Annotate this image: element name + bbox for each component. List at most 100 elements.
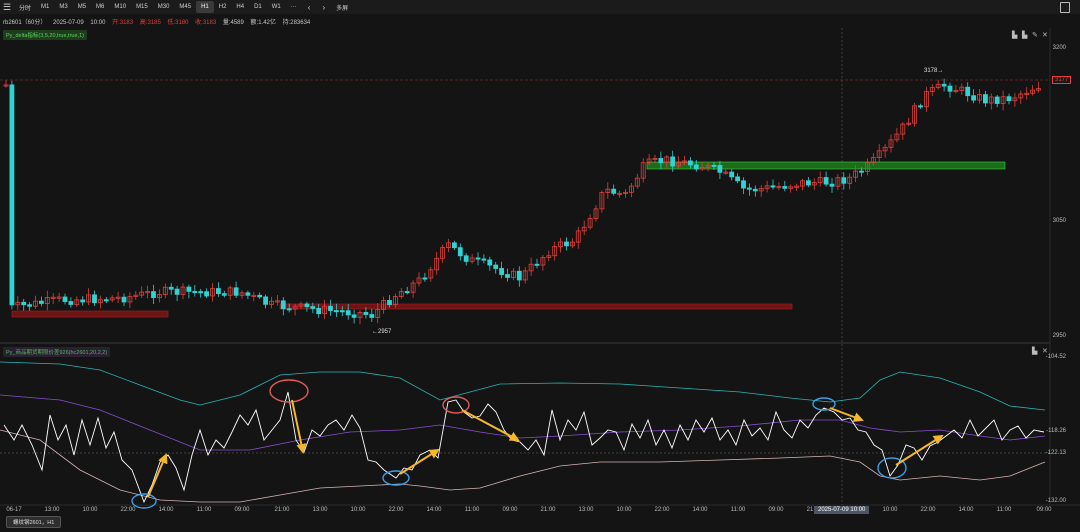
candle-body: [210, 288, 215, 297]
candle-body: [935, 83, 941, 88]
candle-body: [758, 187, 764, 192]
low-circle-marker: [382, 470, 410, 486]
tab-timeframe-m6[interactable]: M6: [96, 4, 105, 10]
close-value: 收:3183: [195, 20, 217, 26]
main-indicator-label[interactable]: Py_delta指标(3,5,20,true,true,1): [3, 30, 87, 40]
sub-bar-chart-icon[interactable]: ▙: [1032, 348, 1038, 355]
tab-timeframe-m30[interactable]: M30: [157, 4, 170, 10]
multi-screen-button[interactable]: 多屏: [336, 5, 349, 12]
candle-body: [39, 300, 44, 304]
close-icon[interactable]: ✕: [1042, 32, 1048, 39]
candle-body: [670, 156, 676, 167]
x-axis-tick: 10:00: [82, 507, 98, 513]
candle-body: [534, 263, 540, 266]
tab-timeframe-m15[interactable]: M15: [136, 4, 148, 10]
sub-close-icon[interactable]: ✕: [1042, 348, 1048, 355]
annotation-arrow: [291, 399, 307, 454]
chevron-left-icon[interactable]: ‹: [307, 2, 311, 12]
tab-timeframe-m10[interactable]: M10: [114, 4, 127, 10]
sub-indicator-label[interactable]: Py_商品期货期限价差926(hc2601,20,2,2): [3, 347, 111, 357]
more-timeframes-button[interactable]: ···: [290, 4, 297, 10]
candle-body: [717, 165, 723, 173]
edit-icon[interactable]: ✎: [1032, 32, 1038, 39]
upper-band-line: [0, 361, 1046, 411]
tab-timeframe-h1[interactable]: H1: [196, 1, 214, 13]
tab-timeframe-m3[interactable]: M3: [59, 4, 68, 10]
candle-body: [375, 309, 381, 318]
chart-settings-icon[interactable]: ▙: [1022, 32, 1028, 39]
candle-body: [451, 242, 457, 249]
candle-body: [735, 176, 740, 182]
candle-body: [959, 86, 965, 91]
candle-body: [27, 304, 33, 307]
x-axis-tick: 09:00: [1036, 507, 1052, 513]
candle-body: [593, 208, 599, 219]
candle-body: [764, 185, 770, 189]
candle-body: [575, 230, 581, 243]
candle-body: [865, 162, 870, 172]
tab-timeframe-m5[interactable]: M5: [77, 4, 87, 10]
candle-body: [823, 177, 829, 185]
candle-body: [723, 171, 729, 174]
candle-body: [682, 160, 687, 164]
candle-body: [233, 287, 239, 296]
tab-timeframe-h2[interactable]: H2: [218, 4, 227, 10]
candle-body: [168, 286, 174, 290]
tab-timeframe-h4[interactable]: H4: [236, 4, 245, 10]
candle-body: [640, 162, 646, 179]
candle-body: [33, 300, 38, 307]
high-circle-marker: [442, 396, 470, 414]
candle-body: [835, 177, 841, 187]
date-label: 2025-07-09: [53, 20, 84, 26]
sub-y-tick: -104.52: [1045, 354, 1066, 360]
low-circle-marker: [812, 397, 836, 411]
candle-body: [711, 164, 717, 167]
candle-body: [387, 300, 392, 306]
x-axis-tick: 11:00: [464, 507, 480, 513]
candle-body: [139, 291, 145, 296]
candle-body: [280, 300, 286, 310]
candle-body: [564, 241, 569, 247]
main-y-tick: 2950: [1052, 333, 1066, 339]
x-axis-tick: 14:00: [426, 507, 442, 513]
x-axis-tick: 11:00: [730, 507, 746, 513]
menu-icon[interactable]: ☰: [2, 1, 12, 12]
candle-body: [505, 274, 510, 278]
main-y-tick: 3200: [1052, 45, 1066, 51]
candle-body: [263, 296, 269, 305]
candle-body: [109, 297, 115, 301]
tab-timeframe-d1[interactable]: D1: [254, 4, 262, 10]
candle-body: [611, 188, 617, 194]
candle-body: [156, 294, 162, 299]
candle-body: [322, 305, 328, 315]
tab-intraday[interactable]: 分时: [19, 5, 32, 12]
candle-body: [257, 294, 263, 298]
candle-body: [21, 301, 27, 306]
candle-body: [546, 255, 552, 258]
x-axis-tick: 22:00: [654, 507, 670, 513]
candle-body: [416, 277, 422, 284]
candle-body: [133, 294, 139, 297]
copy-icon[interactable]: [1060, 2, 1070, 13]
candle-body: [269, 300, 274, 305]
x-axis-tick: 10:00: [616, 507, 632, 513]
candle-body: [847, 176, 853, 184]
chevron-right-icon[interactable]: ›: [322, 2, 326, 12]
candle-body: [3, 84, 9, 87]
candle-body: [658, 157, 664, 164]
tab-timeframe-m45[interactable]: M45: [179, 4, 192, 10]
annotation-arrow: [829, 407, 864, 422]
candle-body: [605, 188, 611, 194]
candle-body: [894, 133, 900, 141]
candle-body: [929, 87, 935, 92]
candle-body: [198, 291, 204, 294]
candle-body: [941, 83, 947, 87]
tab-timeframe-m1[interactable]: M1: [41, 4, 50, 10]
crosshair-time-label: 2025-07-09 10:00: [814, 506, 870, 514]
bottom-tab-symbol[interactable]: 螺纹钢2601，H1: [6, 516, 62, 528]
candle-body: [162, 286, 168, 295]
bar-chart-icon[interactable]: ▙: [1012, 32, 1018, 39]
tab-timeframe-w1[interactable]: W1: [271, 4, 281, 10]
candle-body: [333, 310, 339, 313]
